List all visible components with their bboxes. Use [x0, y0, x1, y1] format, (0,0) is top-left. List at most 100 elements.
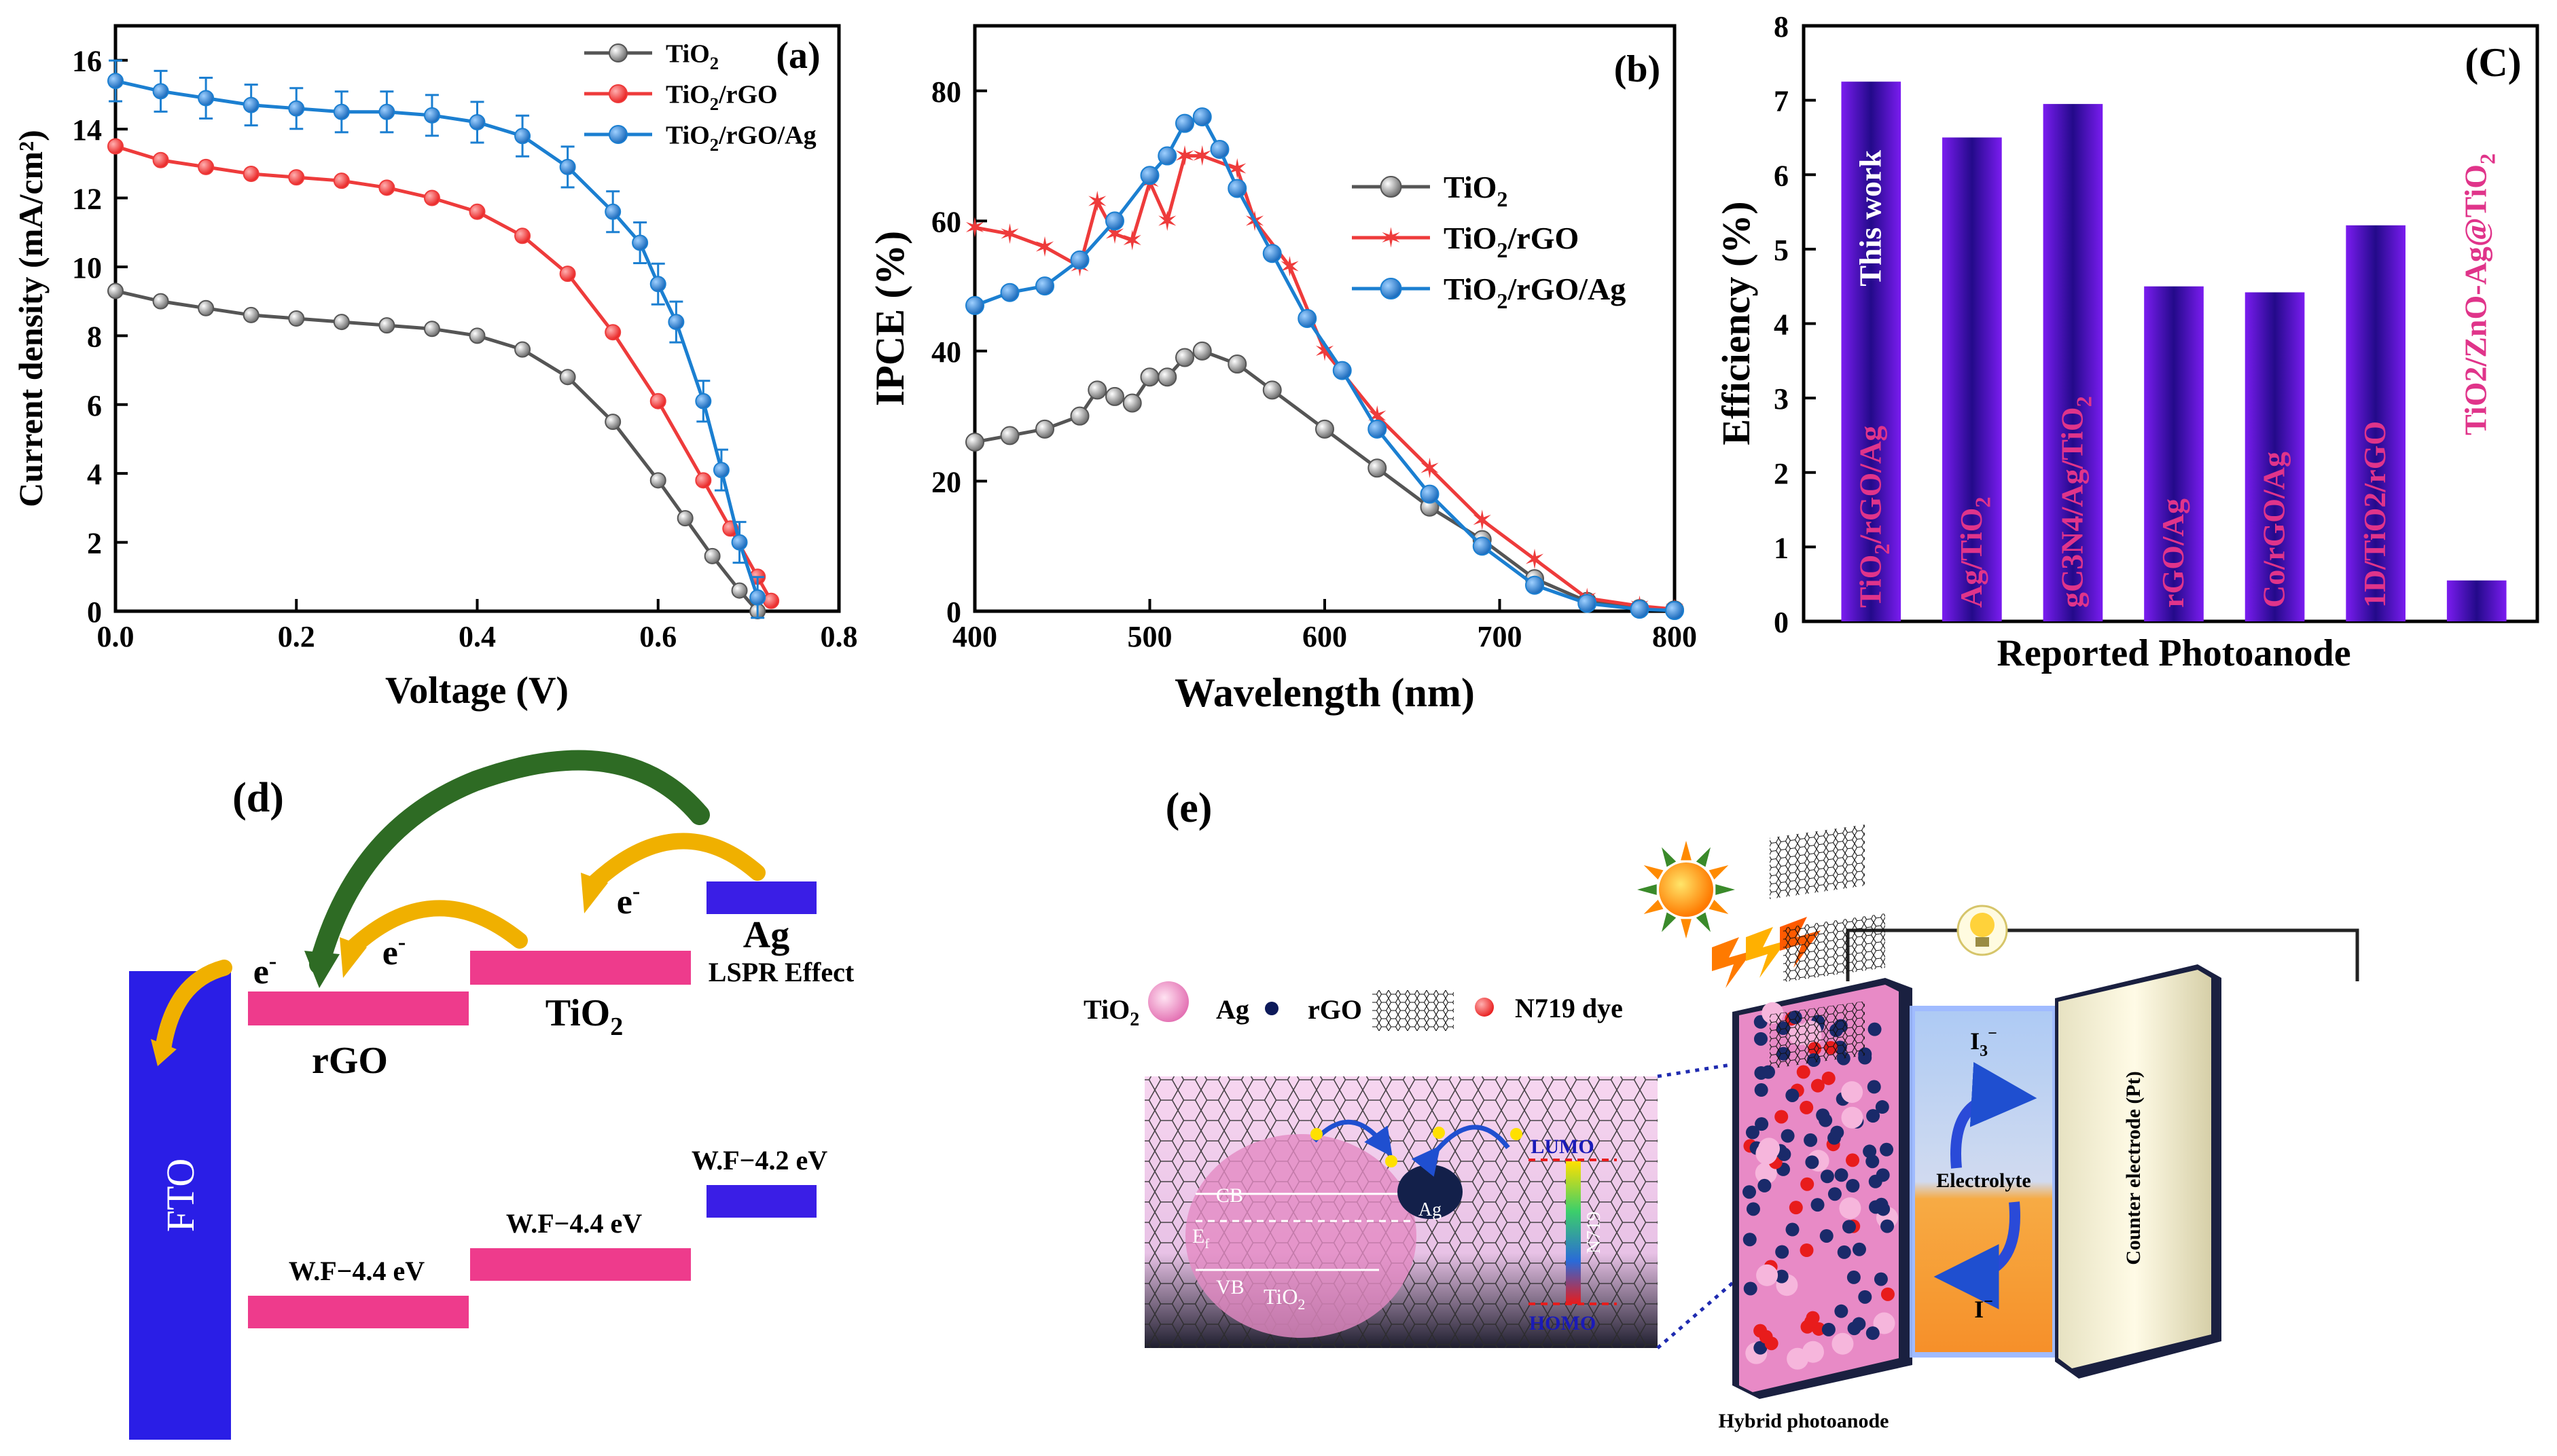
sun-ray	[1662, 847, 1677, 867]
data-point	[1298, 309, 1317, 328]
redox-arrow-down	[1933, 1201, 2020, 1309]
arrow-rgo-to-fto	[155, 960, 232, 1057]
y-tick-label: 1	[1774, 531, 1789, 564]
arrow-rgo-to-fto-head	[151, 1039, 177, 1066]
series-line-1	[974, 154, 1675, 611]
photoanode-particle	[1834, 1304, 1848, 1318]
legend-label-1: TiO2/rGO	[666, 80, 778, 114]
panel-b-xlabel: Wavelength (nm)	[1175, 670, 1475, 715]
data-point-star: ✶	[1471, 505, 1494, 536]
legend-tio2-sphere	[1148, 981, 1189, 1022]
photoanode-particle	[1819, 1228, 1834, 1243]
legend-rgo-sheet	[1372, 990, 1454, 1031]
data-point	[333, 172, 350, 189]
y-tick-label: 20	[931, 465, 961, 498]
data-point	[1175, 113, 1194, 133]
series-line-0	[115, 289, 759, 613]
light-bolt-icon-1	[1712, 937, 1753, 988]
zoom-arrow-tio2-ag	[1312, 1119, 1393, 1157]
this-work-label: This work	[1853, 150, 1887, 287]
data-point	[713, 462, 730, 479]
photoanode-particle	[1805, 1155, 1819, 1169]
x-tick-label: 500	[1128, 620, 1173, 653]
legend-dye-dot	[1475, 998, 1494, 1017]
panel-d-label: (d)	[232, 775, 284, 821]
y-tick-label: 12	[72, 183, 102, 216]
photoanode-particle	[1821, 1071, 1836, 1085]
photoanode-particle	[1781, 1129, 1795, 1143]
data-point	[695, 393, 712, 410]
x-tick-label: 700	[1478, 620, 1522, 653]
data-point	[1000, 283, 1020, 302]
series-line-0	[974, 349, 1675, 612]
sun-ray	[1681, 919, 1692, 939]
data-point	[1122, 393, 1142, 413]
y-tick-label: 2	[87, 527, 102, 560]
legend-tio2-text: TiO2	[1084, 994, 1139, 1030]
photoanode-particle	[1820, 1169, 1834, 1184]
data-point	[288, 310, 305, 327]
panel-b-axes: 400 500 600 700 800 0 20 40 60 80	[931, 75, 1697, 653]
data-point	[731, 534, 748, 551]
y-tick-label: 4	[1774, 308, 1789, 342]
rgo-label: rGO	[312, 1040, 388, 1082]
rgo-upper-level	[248, 991, 469, 1025]
panel-b-series: ✶✶✶✶✶✶✶✶✶✶✶✶✶✶✶✶✶✶✶✶✶✶	[963, 107, 1686, 625]
photoanode-particle	[1754, 1083, 1768, 1097]
electrolyte-label: Electrolyte	[1936, 1169, 2031, 1192]
photoanode-rgo-sheet-3	[1770, 1001, 1865, 1069]
data-point	[1630, 600, 1649, 619]
data-point	[1105, 211, 1124, 231]
arrow-ag-to-tio2-head	[581, 873, 608, 913]
data-point	[198, 90, 215, 107]
bar-label-group: rGO/Ag	[2156, 498, 2190, 608]
bar-label: Co/rGO/Ag	[2257, 452, 2291, 608]
photoanode-particle	[1742, 1185, 1757, 1199]
zoom-vb-text: VB	[1216, 1276, 1245, 1298]
photoanode-particle	[1863, 1144, 1877, 1159]
sun-ray	[1709, 865, 1729, 880]
efficiency-bar	[2346, 225, 2406, 621]
sun-ray	[1637, 884, 1657, 895]
efficiency-bar	[1942, 137, 2002, 621]
data-point	[668, 314, 685, 331]
photoanode-particle	[1827, 1187, 1842, 1201]
data-point	[514, 341, 531, 358]
sun-ray	[1643, 899, 1664, 914]
photoanode-particle	[1800, 1177, 1814, 1191]
photoanode-particle	[1839, 1197, 1861, 1220]
zoom-electron-3	[1433, 1127, 1445, 1139]
photoanode-particle	[1800, 1243, 1814, 1257]
legend-label-0: TiO2	[666, 39, 719, 73]
panel-a-series	[107, 59, 780, 619]
data-point	[1088, 380, 1107, 400]
bar-label-group: TiO2/ZnO-Ag@TiO2	[2458, 153, 2500, 435]
x-tick-label: 600	[1302, 620, 1347, 653]
photoanode-rgo-sheet-2	[1783, 913, 1885, 983]
photoanode-particle	[1774, 1110, 1789, 1124]
panel-e-dssc-schematic: (e) TiO2 Ag rGO N719 dye CB Ef VB TiO2 A…	[1084, 785, 2359, 1432]
photoanode-particle	[1821, 1322, 1836, 1336]
photoanode-particle	[1876, 1168, 1890, 1182]
photoanode-particle	[1847, 1322, 1861, 1336]
data-point	[1158, 146, 1177, 166]
data-point-star: ✶	[1156, 206, 1179, 236]
legend-marker	[609, 43, 628, 62]
data-point-star: ✶	[963, 213, 986, 243]
arrow-tio2-to-rgo	[345, 900, 528, 956]
photoanode-particle	[1742, 1233, 1757, 1247]
y-tick-label: 7	[1774, 85, 1789, 118]
y-tick-label: 60	[931, 205, 961, 238]
photoanode-particle	[1745, 1125, 1759, 1140]
data-point	[1367, 419, 1387, 439]
data-point	[423, 189, 440, 206]
bar-label: Ag/TiO2	[1954, 496, 1995, 608]
i3-label: I3−	[1970, 1025, 1997, 1060]
x-tick-label: 0.2	[278, 620, 315, 653]
panel-c-label: (C)	[2465, 40, 2521, 85]
bar-label-group: gC3N4/Ag/TiO2	[2054, 396, 2096, 608]
data-point	[1665, 601, 1684, 621]
photoanode-particle	[1875, 1100, 1889, 1114]
photoanode-particle	[1846, 1153, 1860, 1167]
